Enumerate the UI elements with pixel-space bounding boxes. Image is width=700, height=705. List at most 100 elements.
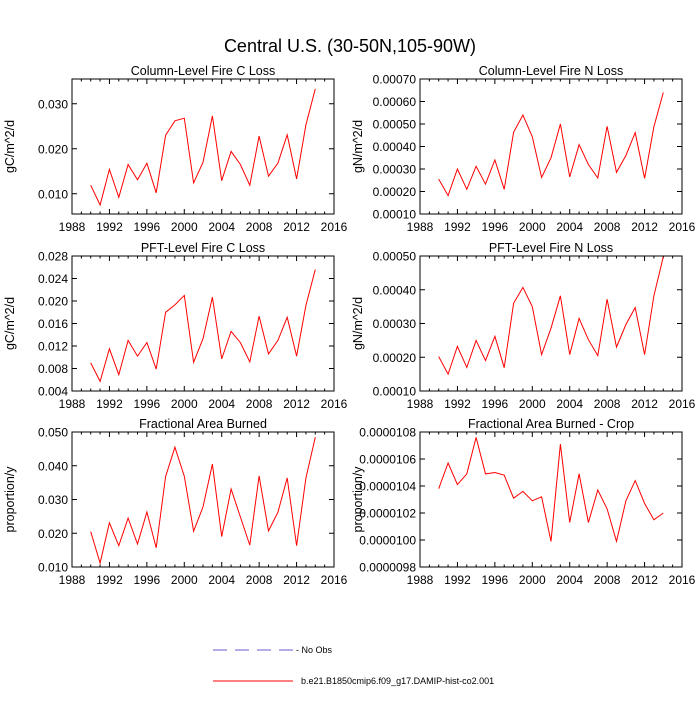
y-axis-label: gC/m^2/d [3,120,17,173]
y-axis-label: gN/m^2/d [351,120,365,173]
chart-title: Column-Level Fire N Loss [479,64,624,78]
plot-frame [71,78,335,215]
x-tick-label: 2008 [594,573,621,587]
x-tick-label: 1992 [96,220,123,234]
y-tick-label: 0.0000108 [359,426,416,440]
chart-title: Fractional Area Burned [139,417,267,431]
x-tick-label: 2004 [556,397,583,411]
chart-title: Column-Level Fire C Loss [131,64,276,78]
y-tick-label: 0.050 [38,426,68,440]
legend-label-model: b.e21.B1850cmip6.f09_g17.DAMIP-hist-co2.… [301,676,494,686]
chart-panels: Column-Level Fire C Loss gC/m^2/d 1988 1992… [3,64,696,587]
chart-panel-2: Column-Level Fire N Loss gN/m^2/d 1988 1992… [351,64,696,234]
x-tick-label: 2008 [246,220,273,234]
y-axis-label: proportion/y [3,466,17,533]
y-tick-label: 0.00040 [373,283,417,297]
y-tick-label: 0.020 [38,142,68,156]
series-line [90,269,316,383]
x-tick-label: 2012 [283,573,310,587]
x-tick-label: 1992 [96,573,123,587]
x-tick-label: 2008 [246,573,273,587]
x-tick-label: 2016 [321,573,348,587]
x-tick-label: 1996 [134,573,161,587]
y-tick-label: 0.0000102 [359,507,416,521]
series-line [438,92,664,197]
x-tick-label: 1992 [444,573,471,587]
y-tick-label: 0.008 [38,362,68,376]
plot-frame [71,431,335,568]
y-tick-label: 0.024 [38,272,68,286]
y-tick-label: 0.00020 [373,185,417,199]
chart-title: PFT-Level Fire C Loss [141,241,265,255]
chart-title: Fractional Area Burned - Crop [468,417,634,431]
y-tick-label: 0.00060 [373,95,417,109]
x-tick-label: 1988 [59,397,86,411]
x-tick-label: 1996 [134,397,161,411]
series-line [90,436,316,565]
chart-panel-4: PFT-Level Fire N Loss gN/m^2/d 1988 1992 199… [351,241,696,411]
x-tick-label: 2000 [519,573,546,587]
x-tick-label: 2004 [208,573,235,587]
y-tick-label: 0.030 [38,493,68,507]
chart-panel-1: Column-Level Fire C Loss gC/m^2/d 1988 1992… [3,64,348,234]
y-tick-label: 0.028 [38,250,68,264]
x-tick-label: 2016 [321,220,348,234]
y-tick-label: 0.020 [38,527,68,541]
x-tick-label: 2000 [519,397,546,411]
x-tick-label: 2012 [631,397,658,411]
y-tick-label: 0.016 [38,317,68,331]
x-tick-label: 2008 [246,397,273,411]
x-tick-label: 1988 [407,397,434,411]
y-tick-label: 0.0000098 [359,561,416,575]
y-tick-label: 0.00040 [373,140,417,154]
plot-frame [71,255,335,392]
x-tick-label: 1996 [482,397,509,411]
y-axis-label: gC/m^2/d [3,297,17,350]
y-tick-label: 0.0000104 [359,480,416,494]
series-line [90,88,316,207]
x-tick-label: 1988 [407,220,434,234]
y-tick-label: 0.00050 [373,250,417,264]
y-tick-label: 0.00010 [373,385,417,399]
y-tick-label: 0.040 [38,459,68,473]
x-tick-label: 2004 [556,573,583,587]
x-tick-label: 2000 [171,397,198,411]
legend: - No Obs b.e21.B1850cmip6.f09_g17.DAMIP-… [213,645,494,686]
y-tick-label: 0.020 [38,295,68,309]
y-tick-label: 0.0000100 [359,534,416,548]
x-tick-label: 1988 [59,573,86,587]
y-tick-label: 0.00020 [373,351,417,365]
x-tick-label: 2016 [321,397,348,411]
plot-frame [419,255,683,392]
y-axis-label: gN/m^2/d [351,297,365,350]
y-tick-label: 0.00070 [373,73,417,87]
plot-frame [419,78,683,215]
y-tick-label: 0.00010 [373,208,417,222]
y-tick-label: 0.0000106 [359,453,416,467]
x-tick-label: 1996 [134,220,161,234]
x-tick-label: 2000 [519,220,546,234]
series-line [438,256,664,376]
chart-panel-3: PFT-Level Fire C Loss gC/m^2/d 1988 1992 199… [3,241,348,411]
x-tick-label: 1996 [482,220,509,234]
x-tick-label: 1992 [96,397,123,411]
y-tick-label: 0.00050 [373,118,417,132]
y-axis-label: proportion/y [351,466,365,533]
chart-panel-5: Fractional Area Burned proportion/y 1988 19… [3,417,348,587]
x-tick-label: 1988 [407,573,434,587]
x-tick-label: 1988 [59,220,86,234]
x-tick-label: 1992 [444,397,471,411]
x-tick-label: 2004 [556,220,583,234]
x-tick-label: 2008 [594,397,621,411]
chart-panel-6: Fractional Area Burned - Crop proportion/… [351,417,696,587]
y-tick-label: 0.012 [38,340,68,354]
x-tick-label: 1992 [444,220,471,234]
x-tick-label: 2012 [283,397,310,411]
y-tick-label: 0.00030 [373,317,417,331]
x-tick-label: 2016 [669,220,696,234]
x-tick-label: 1996 [482,573,509,587]
y-tick-label: 0.004 [38,385,68,399]
y-tick-label: 0.00030 [373,163,417,177]
x-tick-label: 2012 [631,220,658,234]
